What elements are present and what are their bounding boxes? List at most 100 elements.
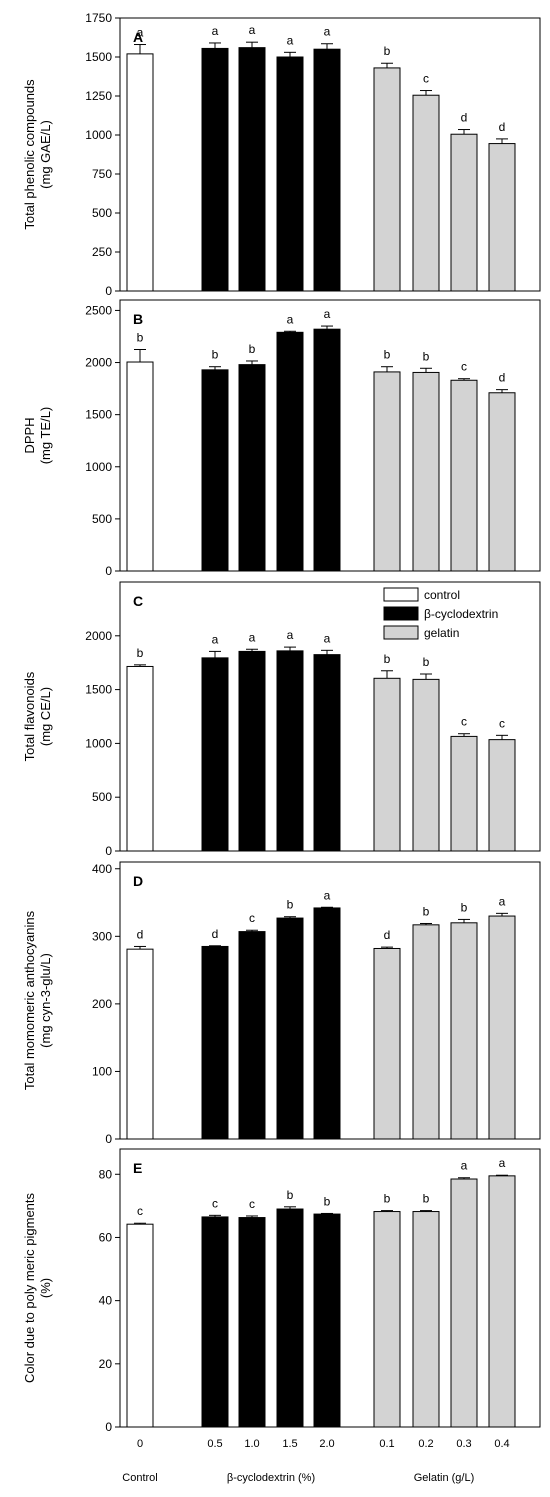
panel-letter: B — [133, 311, 143, 327]
legend: control β-cyclodextrin gelatin — [383, 587, 498, 640]
bar — [373, 371, 401, 572]
significance-letter: b — [212, 348, 219, 362]
y-tick-label: 300 — [92, 929, 112, 943]
x-tick-label: 2.0 — [319, 1438, 334, 1450]
bar — [201, 1216, 229, 1428]
bar — [126, 53, 154, 292]
significance-letter: a — [461, 1159, 468, 1173]
bar — [276, 650, 304, 852]
x-tick-label: 0.2 — [418, 1438, 433, 1450]
significance-letter: b — [384, 348, 391, 362]
significance-letter: a — [324, 888, 331, 902]
significance-letter: c — [461, 715, 467, 729]
y-tick-label: 250 — [92, 245, 112, 259]
panel-letter: D — [133, 873, 143, 889]
significance-letter: b — [384, 44, 391, 58]
y-tick-label: 2000 — [85, 356, 112, 370]
y-tick-label: 80 — [99, 1167, 113, 1181]
x-tick-label: 1.5 — [282, 1438, 297, 1450]
x-tick-label: 0.3 — [456, 1438, 471, 1450]
significance-letter: a — [324, 631, 331, 645]
bar — [450, 735, 478, 852]
x-axis-labels: 0 0.5 1.0 1.5 2.0 0.1 0.2 0.3 0.4 Control β-cyclod… — [122, 1438, 509, 1484]
panel-b: 0 500 1000 1500 2000 2500 DPPH(mg TE/L) Bb b b a a b… — [22, 299, 541, 578]
significance-letter: d — [212, 927, 219, 941]
significance-letter: c — [249, 911, 255, 925]
significance-letter: a — [499, 894, 506, 908]
y-tick-label: 60 — [99, 1230, 113, 1244]
bar — [412, 678, 440, 852]
significance-letter: a — [287, 312, 294, 326]
legend-swatch — [383, 587, 419, 602]
bar — [313, 328, 341, 572]
x-tick-label: 0.1 — [379, 1438, 394, 1450]
y-tick-label: 0 — [105, 284, 112, 298]
group-label: Control — [122, 1472, 157, 1484]
bar — [313, 654, 341, 852]
significance-letter: b — [249, 342, 256, 356]
y-tick-label: 1750 — [85, 11, 112, 25]
significance-letter: c — [461, 360, 467, 374]
y-tick-label: 0 — [105, 564, 112, 578]
significance-letter: b — [287, 1188, 294, 1202]
bar — [201, 945, 229, 1140]
bar — [126, 1223, 154, 1428]
significance-letter: a — [212, 632, 219, 646]
y-tick-label: 1500 — [85, 50, 112, 64]
significance-letter: a — [137, 26, 144, 40]
bar — [412, 371, 440, 572]
panel-c: 0 500 1000 1500 2000 Total flavonoids(mg CE/L… — [22, 581, 541, 858]
significance-letter: d — [461, 111, 468, 125]
bar — [201, 657, 229, 852]
bar — [373, 677, 401, 852]
bar — [488, 915, 516, 1140]
bar — [313, 907, 341, 1140]
y-axis-label: Total momomeric anthocyanins(mg cyn-3-gl… — [22, 910, 53, 1090]
significance-letter: c — [212, 1196, 218, 1210]
bar — [488, 143, 516, 292]
y-tick-label: 1000 — [85, 128, 112, 142]
y-axis-label: Total phenolic compounds(mg GAE/L) — [22, 79, 53, 230]
significance-letter: b — [423, 655, 430, 669]
significance-letter: c — [137, 1204, 143, 1218]
panel-a: 0 250 500 750 1000 1250 1500 1750 Total phenolic… — [22, 11, 541, 298]
y-tick-label: 0 — [105, 1420, 112, 1434]
y-tick-label: 100 — [92, 1064, 112, 1078]
y-tick-label: 400 — [92, 862, 112, 876]
significance-letter: b — [461, 900, 468, 914]
significance-letter: d — [384, 928, 391, 942]
bar — [488, 739, 516, 852]
bar — [373, 947, 401, 1140]
significance-letter: a — [249, 630, 256, 644]
bar — [126, 665, 154, 852]
significance-letter: a — [324, 307, 331, 321]
bar — [238, 931, 266, 1140]
panel-letter: C — [133, 593, 143, 609]
significance-letter: b — [137, 646, 144, 660]
bar — [201, 47, 229, 292]
x-tick-label: 0 — [137, 1438, 143, 1450]
significance-letter: b — [287, 898, 294, 912]
significance-letter: d — [499, 371, 506, 385]
significance-letter: d — [137, 927, 144, 941]
y-tick-label: 2500 — [85, 303, 112, 317]
bar — [450, 379, 478, 572]
x-tick-label: 1.0 — [244, 1438, 259, 1450]
bar — [313, 1213, 341, 1428]
panel-d: 0 100 200 300 400 Total momomeric anthocyanin… — [22, 861, 541, 1146]
significance-letter: a — [212, 24, 219, 38]
bar — [373, 67, 401, 292]
x-tick-label: 0.5 — [207, 1438, 222, 1450]
y-tick-label: 0 — [105, 844, 112, 858]
legend-swatch — [383, 625, 419, 640]
bar — [313, 48, 341, 292]
legend-label: gelatin — [424, 626, 459, 640]
y-axis-label: DPPH(mg TE/L) — [22, 407, 53, 465]
y-tick-label: 0 — [105, 1132, 112, 1146]
significance-letter: a — [287, 33, 294, 47]
bar — [373, 1211, 401, 1428]
significance-letter: c — [423, 72, 429, 86]
y-tick-label: 40 — [99, 1294, 113, 1308]
significance-letter: b — [384, 652, 391, 666]
